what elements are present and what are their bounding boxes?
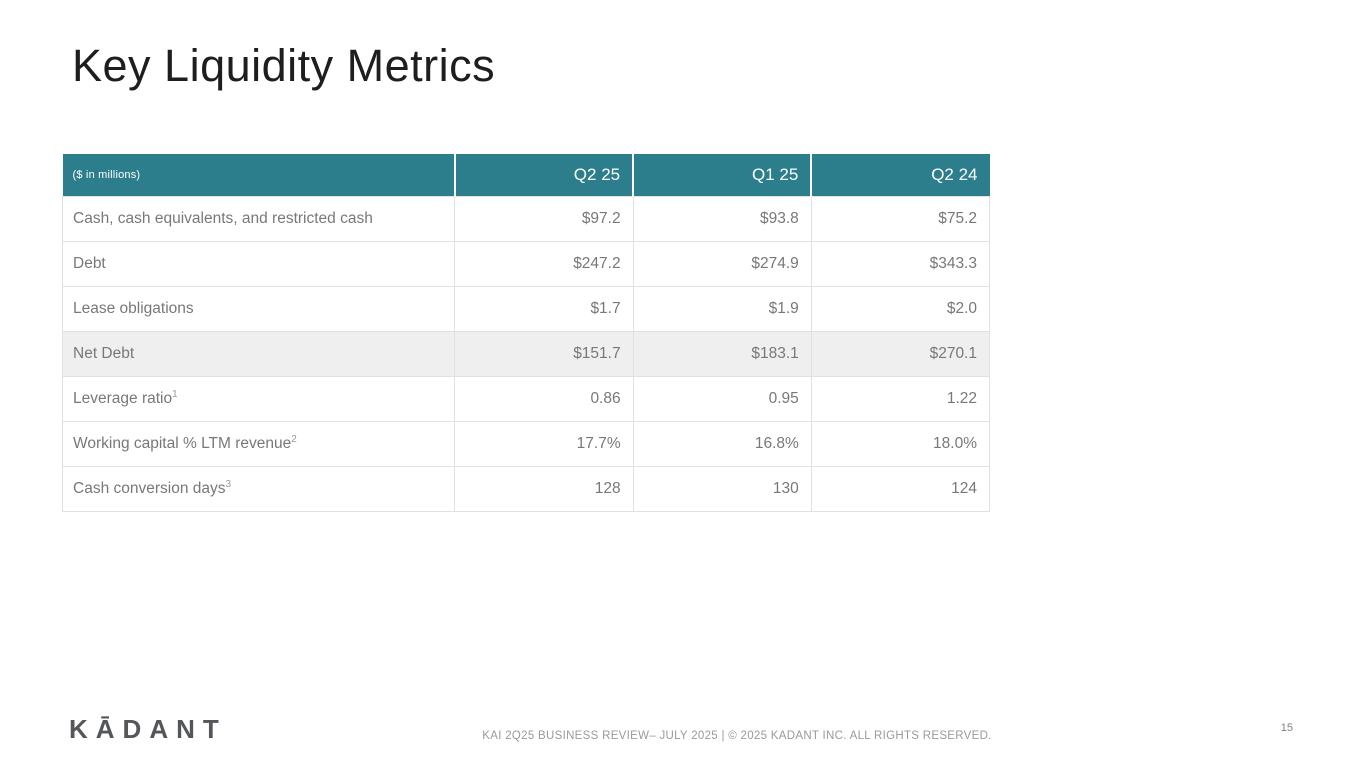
cell-value: $1.9: [632, 285, 812, 332]
kadant-logo: KĀDANT: [69, 714, 227, 744]
cell-value: $2.0: [810, 285, 991, 332]
page-title: Key Liquidity Metrics: [72, 40, 496, 91]
row-label-text: Working capital % LTM revenue: [73, 434, 292, 452]
table-row: Debt $247.2 $274.9 $343.3: [61, 240, 991, 287]
table-row: Lease obligations $1.7 $1.9 $2.0: [61, 285, 991, 332]
row-label-text: Lease obligations: [73, 299, 194, 317]
row-label-text: Leverage ratio: [73, 389, 173, 407]
liquidity-metrics-table: ($ in millions) Q2 25 Q1 25 Q2 24 Cash, …: [61, 154, 991, 512]
footnote-marker: 3: [225, 478, 232, 490]
table-row: Leverage ratio1 0.86 0.95 1.22: [61, 375, 991, 422]
cell-value: 0.95: [632, 375, 812, 422]
cell-value: 130: [632, 465, 812, 512]
cell-value: $274.9: [632, 240, 812, 287]
row-label-text: Net Debt: [73, 344, 135, 362]
cell-value: 17.7%: [454, 420, 634, 467]
column-header-q2-25: Q2 25: [454, 154, 635, 196]
page-number: 15: [1280, 722, 1293, 734]
column-header-q1-25: Q1 25: [633, 154, 813, 196]
cell-value: $97.2: [454, 195, 634, 242]
table-row: Working capital % LTM revenue2 17.7% 16.…: [61, 420, 991, 467]
cell-value: $343.3: [810, 240, 991, 287]
footer-copyright-text: KAI 2Q25 BUSINESS REVIEW– JULY 2025 | © …: [482, 730, 992, 742]
cell-value: 124: [810, 465, 991, 512]
column-header-q2-24: Q2 24: [811, 154, 990, 196]
table-row-net-debt: Net Debt $151.7 $183.1 $270.1: [61, 330, 991, 377]
row-label: Debt: [61, 240, 456, 287]
column-header-units: ($ in millions): [62, 154, 456, 196]
table-row: Cash, cash equivalents, and restricted c…: [61, 195, 991, 242]
row-label: Working capital % LTM revenue2: [61, 420, 456, 467]
cell-value: $183.1: [632, 330, 812, 377]
row-label: Net Debt: [61, 330, 456, 377]
row-label-text: Cash, cash equivalents, and restricted c…: [73, 209, 373, 227]
cell-value: $93.8: [632, 195, 812, 242]
cell-value: $151.7: [454, 330, 634, 377]
row-label: Lease obligations: [61, 285, 456, 332]
cell-value: 16.8%: [632, 420, 812, 467]
footnote-marker: 1: [172, 388, 178, 400]
row-label: Leverage ratio1: [61, 375, 456, 422]
row-label-text: Cash conversion days: [73, 479, 226, 497]
cell-value: 128: [454, 465, 634, 512]
cell-value: $1.7: [454, 285, 634, 332]
footnote-marker: 2: [291, 433, 297, 445]
cell-value: 0.86: [454, 375, 634, 422]
row-label: Cash conversion days3: [61, 465, 456, 512]
table-header-row: ($ in millions) Q2 25 Q1 25 Q2 24: [62, 154, 990, 196]
cell-value: $75.2: [810, 195, 991, 242]
cell-value: $247.2: [454, 240, 634, 287]
row-label-text: Debt: [73, 254, 106, 272]
cell-value: $270.1: [810, 330, 991, 377]
table-row: Cash conversion days3 128 130 124: [61, 465, 991, 512]
table-header: ($ in millions) Q2 25 Q1 25 Q2 24: [62, 154, 990, 196]
cell-value: 1.22: [810, 375, 991, 422]
cell-value: 18.0%: [810, 420, 991, 467]
row-label: Cash, cash equivalents, and restricted c…: [61, 195, 456, 242]
